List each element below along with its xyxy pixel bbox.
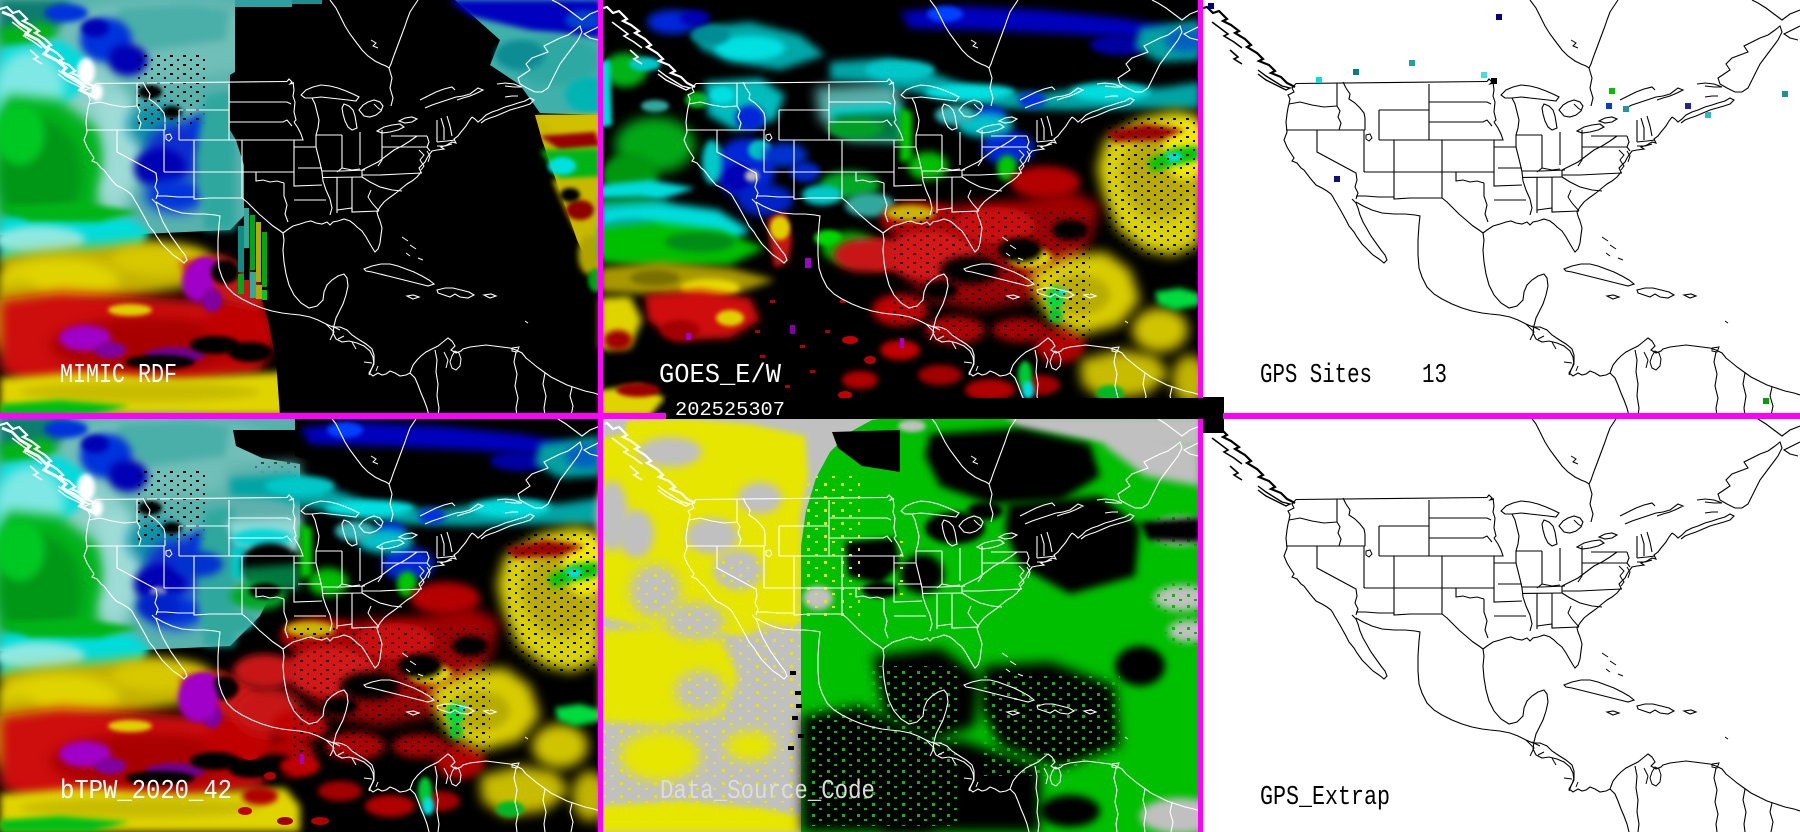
svg-text:Data_Source_Code: Data_Source_Code bbox=[660, 777, 875, 807]
svg-text:GPS_Extrap: GPS_Extrap bbox=[1260, 783, 1390, 813]
svg-text:bTPW_2020_42: bTPW_2020_42 bbox=[60, 777, 232, 807]
svg-text:202525307: 202525307 bbox=[675, 399, 785, 421]
svg-text:GPS Sites: GPS Sites bbox=[1260, 361, 1372, 391]
svg-text:13: 13 bbox=[1422, 361, 1447, 391]
svg-text:GOES_E/W: GOES_E/W bbox=[659, 361, 782, 391]
svg-text:MIMIC RDF: MIMIC RDF bbox=[60, 361, 177, 391]
